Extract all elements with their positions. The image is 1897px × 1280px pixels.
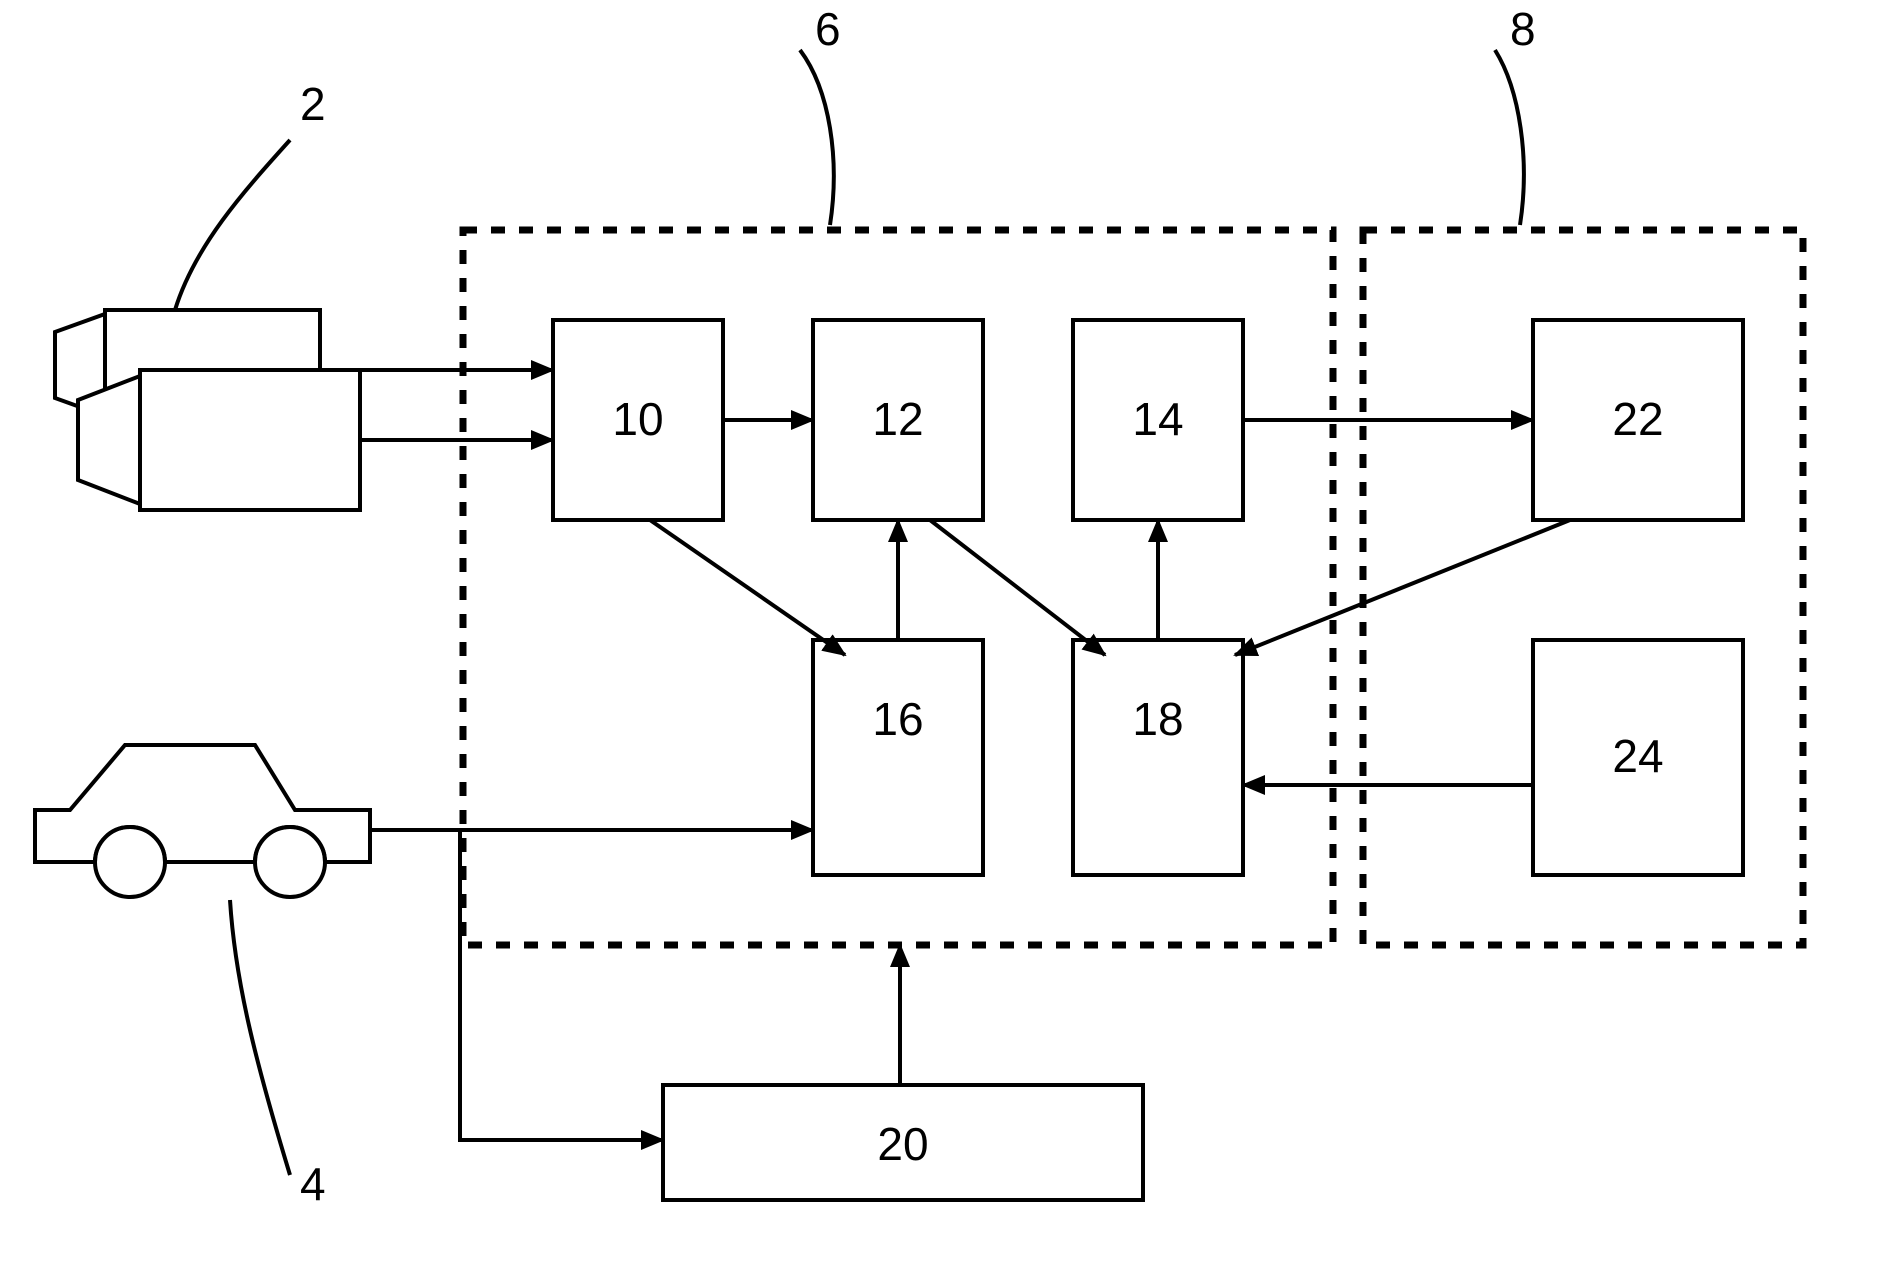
leader-8 bbox=[1495, 50, 1524, 225]
label-18: 18 bbox=[1132, 693, 1183, 745]
label-16: 16 bbox=[872, 693, 923, 745]
camera-icon bbox=[55, 310, 360, 510]
leader-label-6: 6 bbox=[815, 3, 841, 55]
box-16 bbox=[813, 640, 983, 875]
label-20: 20 bbox=[877, 1118, 928, 1170]
leader-6 bbox=[800, 50, 834, 225]
leader-4 bbox=[230, 900, 290, 1175]
label-12: 12 bbox=[872, 393, 923, 445]
edge-10-16 bbox=[650, 520, 845, 655]
leader-label-2: 2 bbox=[300, 78, 326, 130]
label-22: 22 bbox=[1612, 393, 1663, 445]
edge-12-18 bbox=[930, 520, 1105, 655]
box-18 bbox=[1073, 640, 1243, 875]
car-icon bbox=[35, 745, 370, 897]
label-10: 10 bbox=[612, 393, 663, 445]
label-14: 14 bbox=[1132, 393, 1183, 445]
leader-label-4: 4 bbox=[300, 1158, 326, 1210]
edge-car-20 bbox=[460, 830, 663, 1140]
leader-label-8: 8 bbox=[1510, 3, 1536, 55]
edge-22-18 bbox=[1235, 520, 1570, 655]
leader-2 bbox=[175, 140, 290, 310]
label-24: 24 bbox=[1612, 730, 1663, 782]
